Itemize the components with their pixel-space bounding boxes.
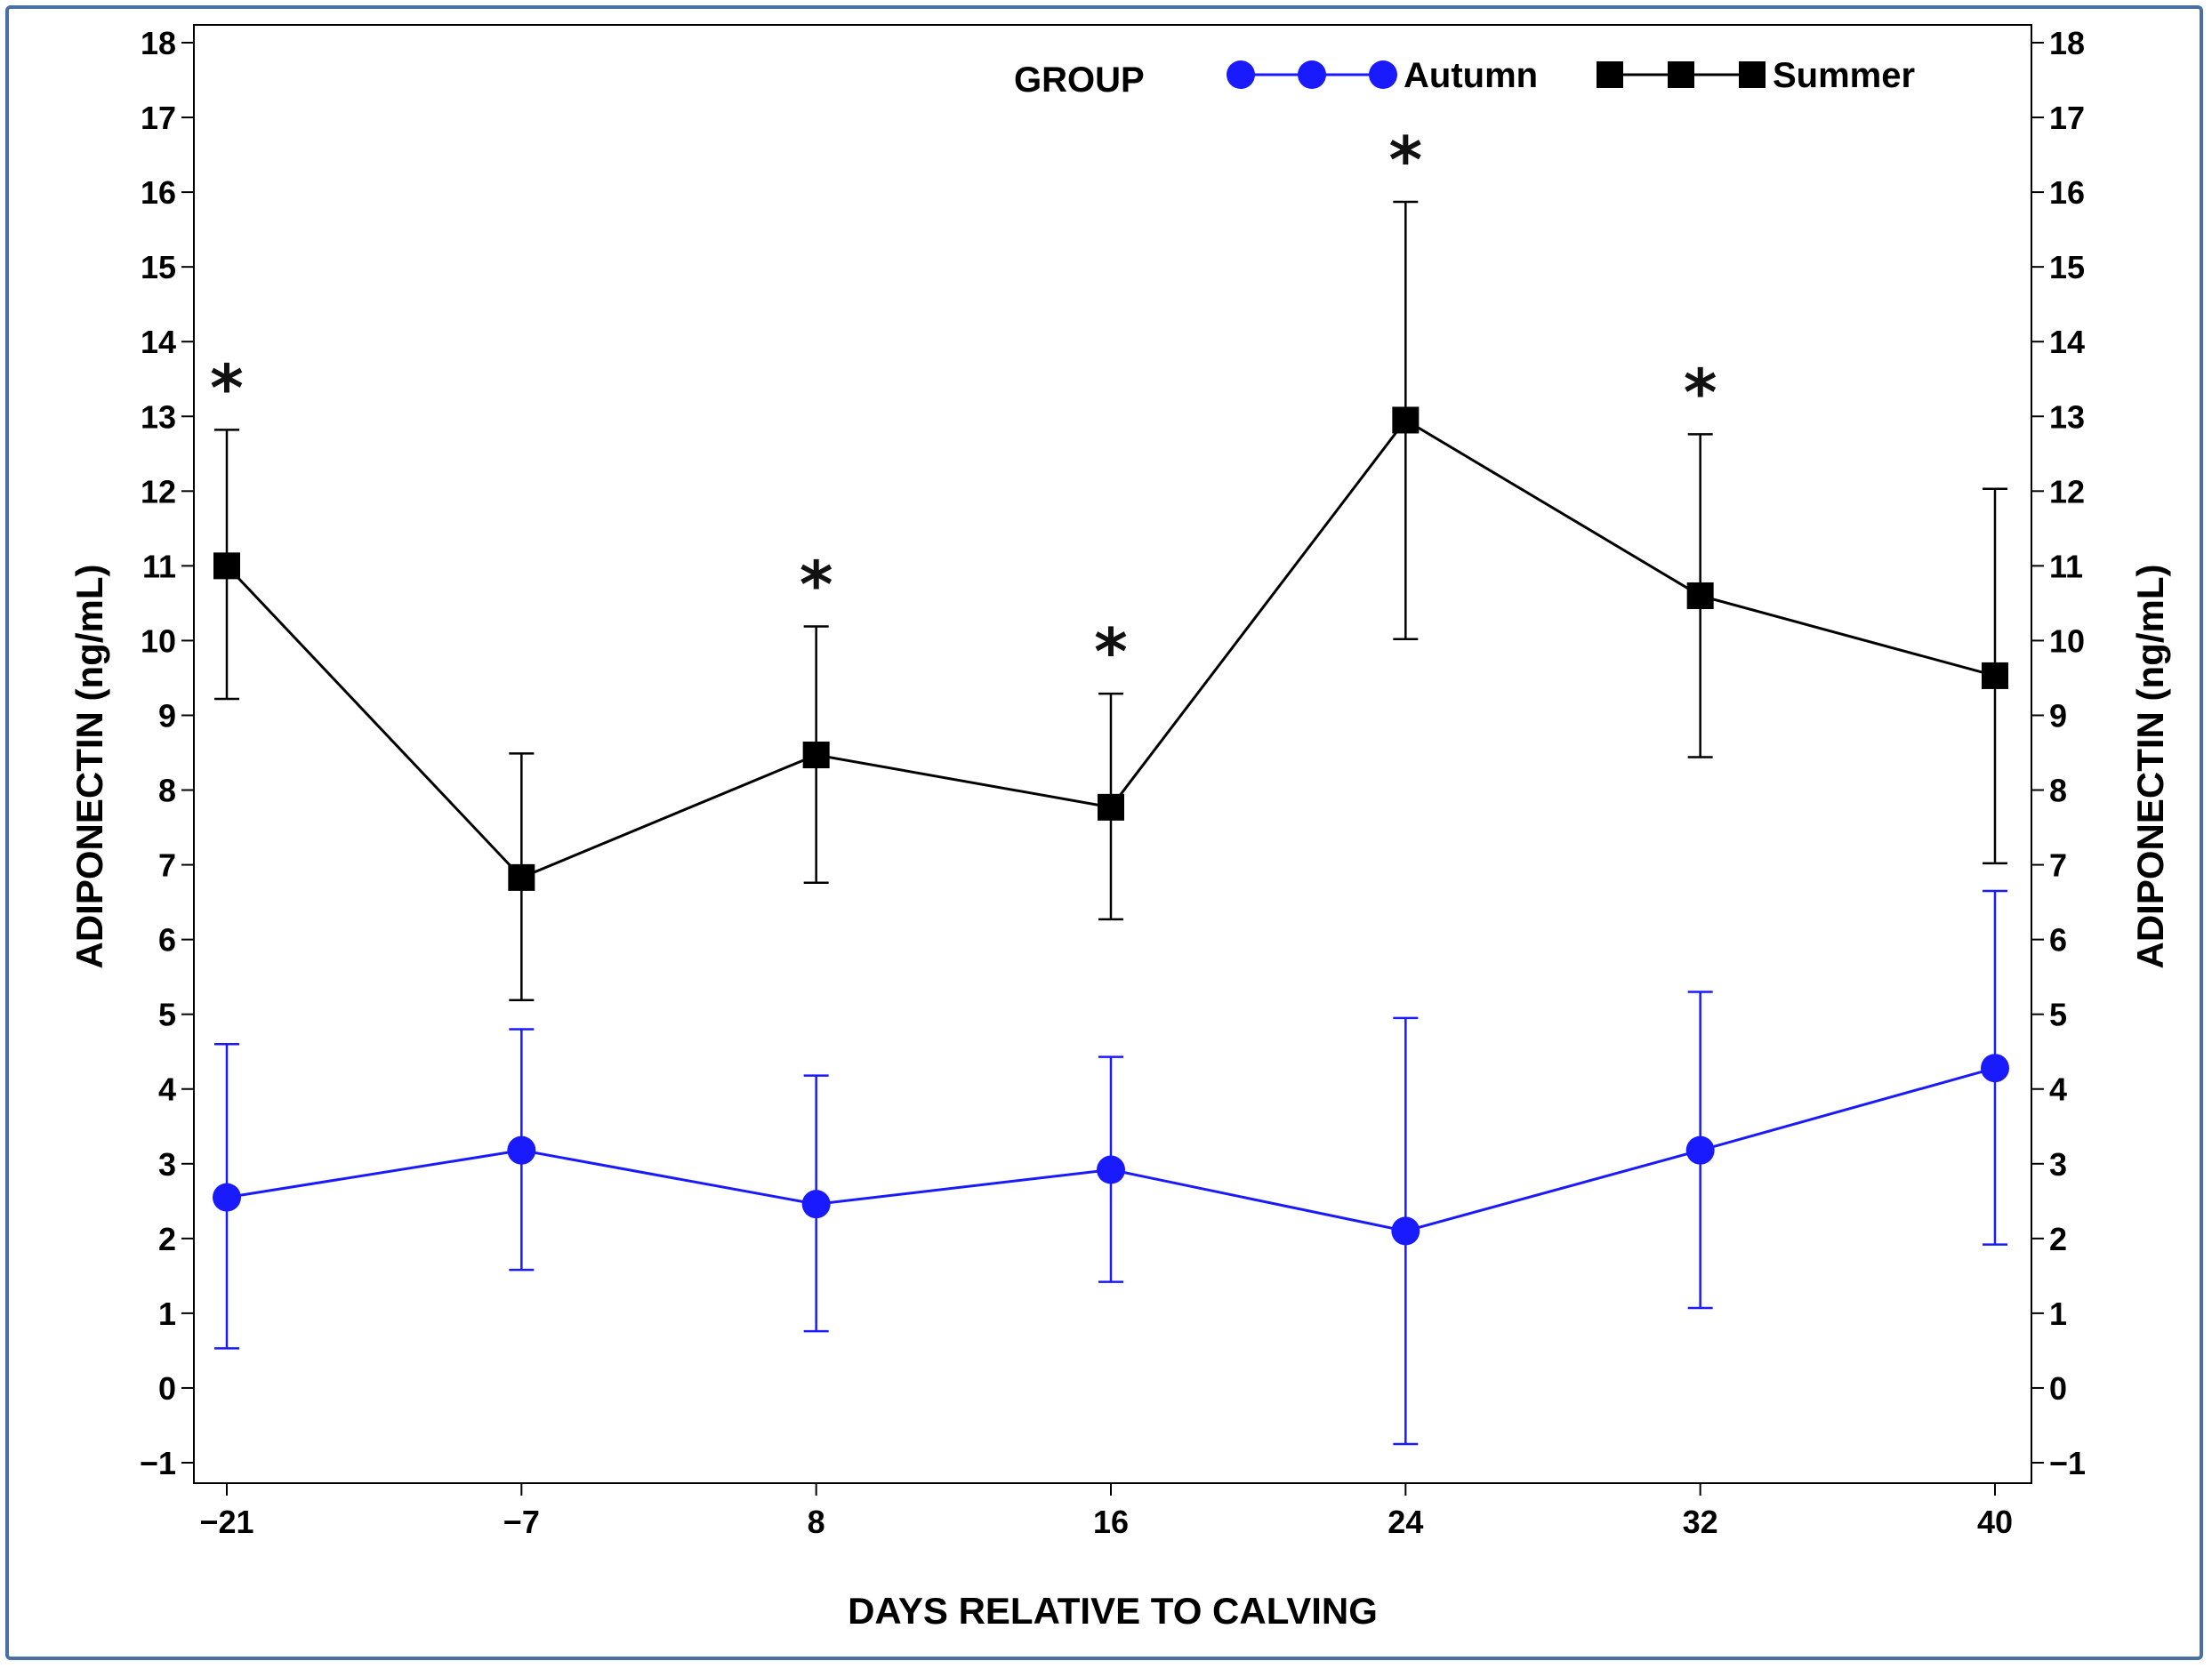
y-tick-label-right: −1	[2049, 1445, 2086, 1481]
y-tick-label-left: 13	[141, 398, 176, 435]
y-tick-label-right: 8	[2049, 773, 2067, 809]
y-tick-label-left: 18	[141, 25, 176, 61]
summer-data-point	[1982, 662, 2008, 689]
y-tick-label-left: 16	[141, 174, 176, 211]
figure-frame	[5, 5, 2203, 1660]
y-tick-label-left: 2	[158, 1221, 176, 1257]
x-axis-title: DAYS RELATIVE TO CALVING	[848, 1590, 1378, 1632]
y-tick-label-right: 14	[2049, 324, 2085, 360]
y-tick-label-left: 3	[158, 1146, 176, 1183]
y-tick-label-left: 5	[158, 997, 176, 1033]
series-layer	[213, 200, 2009, 1446]
x-tick-label: 40	[1977, 1504, 2013, 1540]
y-tick-label-right: 0	[2049, 1370, 2067, 1407]
autumn-data-point	[1981, 1054, 2009, 1083]
y-tick-label-right: 3	[2049, 1146, 2067, 1183]
summer-data-point	[508, 863, 535, 891]
y-tick-label-left: 11	[142, 548, 176, 584]
x-tick-label: −7	[503, 1504, 540, 1540]
significance-asterisk: *	[1094, 614, 1128, 689]
y-tick-label-right: 6	[2049, 922, 2067, 959]
autumn-data-point	[1391, 1216, 1420, 1246]
y-tick-label-right: 5	[2049, 997, 2067, 1033]
y-tick-label-left: 9	[158, 697, 176, 734]
legend-marker-autumn	[1298, 60, 1326, 89]
legend-marker-summer	[1597, 61, 1623, 88]
summer-data-point	[213, 552, 240, 580]
annotation-layer: * * * * *	[210, 123, 1717, 689]
x-axis: −21 −7 8 16 24 32 40	[199, 1483, 2013, 1540]
x-tick-label: 16	[1093, 1504, 1129, 1540]
legend-title: GROUP	[1014, 60, 1145, 100]
legend: GROUP Autumn Summer	[1014, 56, 1915, 100]
y-tick-label-right: 2	[2049, 1221, 2067, 1257]
y-tick-label-left: 10	[141, 622, 176, 659]
y-tick-label-right: 4	[2049, 1071, 2067, 1108]
y-axis-title-right: ADIPONECTIN (ng/mL)	[2129, 565, 2171, 969]
y-tick-label-left: 7	[158, 847, 176, 884]
summer-data-point	[802, 742, 830, 769]
y-axis-title-left: ADIPONECTIN (ng/mL)	[68, 565, 110, 969]
summer-data-point	[1098, 793, 1124, 821]
legend-marker-autumn	[1369, 60, 1397, 89]
series-autumn	[213, 889, 2009, 1446]
legend-marker-summer	[1668, 61, 1694, 88]
y-tick-label-left: 14	[141, 324, 176, 360]
y-tick-label-right: 9	[2049, 697, 2067, 734]
y-tick-label-right: 12	[2049, 473, 2085, 510]
y-tick-label-right: 1	[2049, 1296, 2067, 1332]
x-tick-label: 8	[808, 1504, 825, 1540]
x-tick-label: 24	[1388, 1504, 1423, 1540]
y-tick-label-right: 7	[2049, 847, 2067, 884]
legend-label-summer: Summer	[1773, 56, 1915, 95]
autumn-data-point	[801, 1190, 831, 1219]
x-tick-label: −21	[199, 1504, 253, 1540]
legend-marker-summer	[1739, 61, 1766, 88]
y-tick-label-left: 15	[141, 249, 176, 285]
y-tick-label-left: 12	[141, 473, 176, 510]
y-tick-label-right: 16	[2049, 174, 2085, 211]
y-tick-label-left: −1	[140, 1445, 176, 1481]
autumn-data-point	[507, 1135, 536, 1165]
y-tick-label-left: 1	[158, 1296, 176, 1332]
significance-asterisk: *	[800, 547, 833, 622]
summer-data-point	[1686, 582, 1714, 609]
y-tick-label-right: 13	[2049, 398, 2085, 435]
y-tick-label-left: 6	[158, 922, 176, 959]
y-tick-label-left: 17	[141, 100, 176, 136]
legend-label-autumn: Autumn	[1404, 56, 1538, 95]
significance-asterisk: *	[210, 350, 244, 425]
autumn-data-point	[1685, 1135, 1715, 1165]
x-tick-label: 32	[1683, 1504, 1718, 1540]
legend-entry-summer: Summer	[1597, 56, 1915, 95]
y-tick-label-left: 4	[158, 1071, 176, 1108]
series-summer	[213, 200, 2008, 1001]
y-tick-label-left: 8	[158, 773, 176, 809]
significance-asterisk: *	[1684, 355, 1717, 429]
y-tick-label-right: 15	[2049, 249, 2085, 285]
significance-asterisk: *	[1389, 123, 1423, 197]
autumn-data-point	[213, 1183, 241, 1212]
y-tick-label-right: 18	[2049, 25, 2085, 61]
y-tick-label-right: 17	[2049, 100, 2085, 136]
plot-area	[193, 24, 2032, 1484]
legend-marker-autumn	[1227, 60, 1255, 89]
legend-entry-autumn: Autumn	[1227, 56, 1538, 95]
y-tick-label-right: 11	[2049, 548, 2083, 584]
autumn-data-point	[1097, 1155, 1125, 1184]
summer-data-point	[1392, 406, 1420, 434]
y-tick-label-left: 0	[158, 1370, 176, 1407]
y-tick-label-right: 10	[2049, 622, 2085, 659]
